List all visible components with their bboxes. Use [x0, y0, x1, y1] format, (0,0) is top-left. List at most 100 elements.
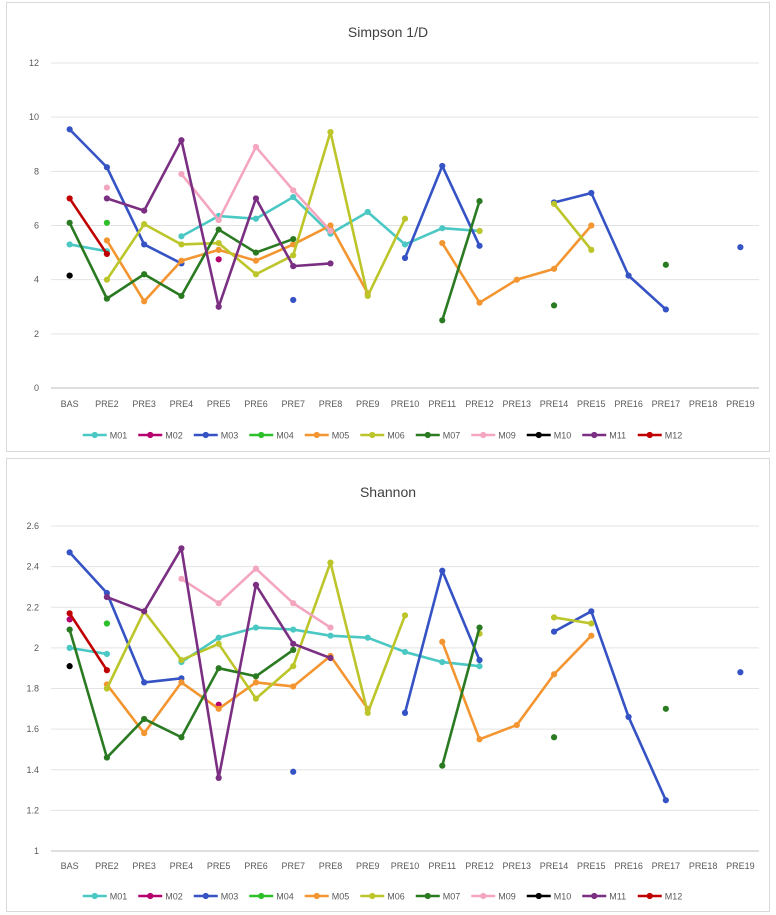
y-tick-label: 1.2 — [26, 805, 39, 815]
legend-item-m10: M10 — [526, 892, 571, 902]
series-m11 — [103, 545, 334, 781]
series-line-segment-m03 — [68, 128, 109, 169]
x-tick-label: PRE8 — [319, 399, 343, 409]
data-point-m06 — [364, 292, 371, 300]
data-point-m11 — [215, 774, 222, 781]
data-point-m07 — [215, 665, 222, 672]
data-point-m11 — [178, 137, 185, 144]
data-point-m06 — [550, 614, 558, 621]
data-point-m01 — [401, 241, 409, 248]
y-tick-label: 2.6 — [26, 521, 39, 531]
data-point-m01 — [364, 634, 371, 641]
series-line-segment-m05 — [291, 224, 332, 246]
series-m01 — [66, 193, 483, 255]
series-line-segment-m07 — [68, 221, 109, 300]
series-m04 — [103, 620, 110, 627]
legend-swatch-marker — [535, 892, 542, 900]
legend-swatch-marker — [258, 431, 265, 439]
y-tick-label: 6 — [34, 221, 39, 231]
data-point-m09 — [252, 143, 260, 151]
x-tick-label: PRE4 — [170, 399, 194, 409]
series-line-segment-m06 — [105, 610, 146, 690]
series-line-segment-m09 — [217, 567, 258, 605]
series-line-segment-m05 — [180, 248, 220, 263]
data-point-m01 — [439, 658, 446, 666]
x-tick-label: PRE10 — [391, 861, 420, 871]
series-line-segment-m09 — [254, 145, 295, 192]
legend-label-m10: M10 — [554, 431, 572, 441]
data-point-m03 — [141, 679, 148, 686]
series-m05 — [103, 222, 595, 306]
series-line-segment-m11 — [180, 138, 220, 309]
legend-item-m11: M11 — [582, 892, 626, 902]
data-point-m11 — [103, 593, 110, 601]
y-tick-label: 2.2 — [26, 602, 39, 612]
series-line-segment-m07 — [440, 626, 481, 767]
data-point-m09 — [290, 187, 297, 194]
series-m03 — [66, 126, 744, 313]
data-point-m05 — [588, 632, 595, 639]
series-line-segment-m06 — [329, 130, 370, 298]
series-line-segment-m01 — [291, 628, 332, 637]
legend-item-m03: M03 — [193, 892, 238, 902]
x-tick-label: PRE9 — [356, 399, 380, 409]
series-line-segment-m03 — [590, 191, 630, 277]
legend-swatch-marker — [202, 431, 209, 439]
series-line-segment-m06 — [291, 130, 332, 257]
legend-label-m06: M06 — [387, 431, 405, 441]
series-line-segment-m11 — [105, 595, 146, 613]
legend-label-m07: M07 — [443, 892, 461, 902]
data-point-m11 — [252, 581, 260, 589]
data-point-m07 — [103, 754, 110, 761]
data-point-m09 — [327, 227, 334, 235]
data-point-m03 — [141, 241, 148, 248]
data-point-m03 — [66, 126, 73, 133]
data-point-m12 — [66, 195, 73, 202]
series-line-segment-m03 — [627, 715, 668, 802]
series-line-segment-m06 — [217, 241, 258, 276]
legend-swatch-marker — [313, 892, 320, 900]
data-point-m11 — [141, 608, 148, 615]
shannon-chart-panel: Shannon 1 1.2 1.4 1.6 1.8 2 2.2 2.4 2.6 BAS PRE2 PRE… — [6, 458, 770, 912]
data-point-m06 — [476, 227, 483, 235]
data-point-m05 — [178, 679, 185, 686]
x-tick-label: PRE19 — [726, 861, 755, 871]
legend-item-m02: M02 — [138, 431, 183, 441]
series-line-segment-m03 — [142, 677, 183, 684]
simpson-legend: M01 M02 M03 M04 M05 M06 M07 M09 M10 M11 M12 — [82, 431, 682, 441]
data-point-m12 — [66, 610, 73, 617]
series-line-segment-m11 — [217, 197, 258, 309]
legend-item-m09: M09 — [471, 431, 516, 441]
series-line-segment-m03 — [403, 164, 444, 260]
x-tick-label: PRE18 — [689, 399, 718, 409]
legend-swatch-marker — [91, 892, 98, 900]
data-point-m09 — [178, 575, 185, 582]
data-point-m03 — [439, 567, 446, 574]
series-line-segment-m03 — [142, 243, 183, 265]
series-line-segment-m03 — [68, 551, 109, 595]
simpson-chart-panel: Simpson 1/D 0 2 4 6 8 10 12 BAS PRE2 PRE3 PRE4 PRE5 P… — [6, 2, 770, 452]
data-point-m03 — [737, 669, 744, 676]
data-point-m06 — [290, 663, 297, 670]
data-point-m03 — [290, 768, 297, 775]
series-line-segment-m03 — [552, 191, 593, 204]
x-tick-label: PRE12 — [465, 861, 494, 871]
data-point-m03 — [401, 254, 409, 262]
x-tick-label: PRE11 — [428, 399, 456, 409]
data-point-m01 — [66, 644, 73, 651]
legend-label-m05: M05 — [332, 431, 350, 441]
data-point-m05 — [215, 705, 222, 712]
data-point-m12 — [103, 250, 110, 258]
data-point-m01 — [290, 626, 297, 633]
x-tick-label: PRE3 — [132, 861, 156, 871]
data-point-m01 — [364, 208, 371, 216]
legend-item-m12: M12 — [637, 892, 682, 902]
series-m11 — [103, 137, 334, 310]
legend-swatch-marker — [646, 431, 653, 439]
y-tick-label: 1 — [34, 846, 39, 856]
series-line-segment-m03 — [440, 164, 481, 248]
data-point-m05 — [103, 237, 110, 244]
y-tick-label: 1.8 — [26, 684, 39, 694]
data-point-m06 — [178, 241, 185, 248]
x-tick-label: PRE2 — [95, 399, 119, 409]
